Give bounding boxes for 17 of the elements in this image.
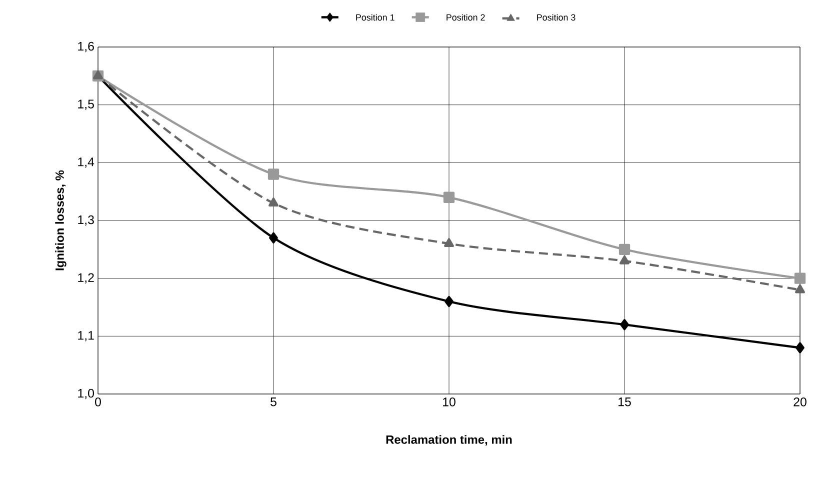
legend-label: Position 2 xyxy=(446,14,485,21)
x-tick-label: 15 xyxy=(618,398,631,406)
legend-label: Position 1 xyxy=(356,14,394,21)
y-tick-label: 1,2 xyxy=(78,273,94,284)
y-tick-label: 1,6 xyxy=(78,42,94,52)
y-tick-label: 1,5 xyxy=(78,100,94,110)
y-tick-label: 1,0 xyxy=(78,388,94,400)
y-tick-label: 1,3 xyxy=(78,215,94,226)
y-axis-title: Ignition losses, % xyxy=(55,170,66,270)
y-tick-label: 1,4 xyxy=(78,158,94,168)
x-tick-label: 5 xyxy=(270,398,276,406)
legend-label: Position 3 xyxy=(537,14,576,21)
y-tick-label: 1,1 xyxy=(78,331,94,342)
x-tick-label: 0 xyxy=(95,398,101,406)
x-tick-label: 10 xyxy=(443,398,456,406)
x-tick-label: 20 xyxy=(794,398,806,406)
x-axis-title: Reclamation time, min xyxy=(386,435,512,446)
